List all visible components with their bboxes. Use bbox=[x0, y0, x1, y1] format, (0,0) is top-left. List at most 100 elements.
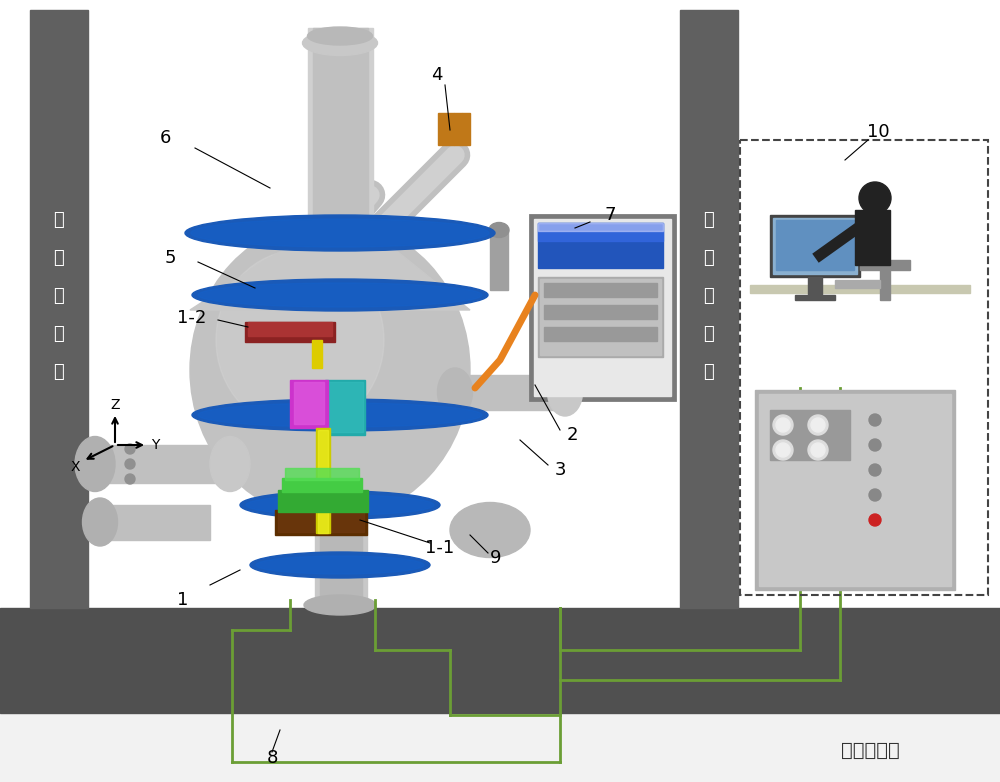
Bar bbox=[318, 430, 328, 533]
Bar bbox=[855, 210, 890, 265]
Text: Z: Z bbox=[110, 398, 120, 412]
Bar bbox=[534, 219, 671, 396]
Ellipse shape bbox=[75, 436, 115, 492]
Ellipse shape bbox=[489, 223, 509, 238]
Bar bbox=[462, 113, 470, 145]
Bar bbox=[315, 490, 367, 610]
Bar bbox=[795, 295, 835, 300]
Bar bbox=[530, 215, 675, 400]
Bar bbox=[275, 510, 367, 535]
Circle shape bbox=[869, 464, 881, 476]
Text: 防: 防 bbox=[54, 287, 64, 305]
Ellipse shape bbox=[302, 30, 378, 56]
Ellipse shape bbox=[250, 552, 430, 578]
Circle shape bbox=[811, 443, 825, 457]
Bar bbox=[308, 28, 373, 240]
Circle shape bbox=[776, 443, 790, 457]
Text: 8: 8 bbox=[266, 749, 278, 767]
Bar bbox=[759, 394, 951, 586]
Bar bbox=[770, 215, 860, 277]
Bar bbox=[30, 10, 88, 608]
Bar bbox=[808, 277, 822, 297]
Bar bbox=[100, 505, 210, 540]
Text: Y: Y bbox=[151, 438, 159, 452]
Bar bbox=[454, 113, 462, 145]
Text: 1: 1 bbox=[177, 591, 189, 609]
Text: 射: 射 bbox=[54, 249, 64, 267]
Bar bbox=[290, 380, 328, 428]
Bar bbox=[455, 375, 565, 410]
Bar bbox=[776, 220, 854, 270]
Circle shape bbox=[773, 415, 793, 435]
Text: 7: 7 bbox=[604, 206, 616, 224]
Text: 1-1: 1-1 bbox=[425, 539, 455, 557]
Ellipse shape bbox=[190, 220, 470, 520]
Bar bbox=[773, 218, 857, 274]
Bar bbox=[538, 223, 663, 268]
Bar bbox=[248, 322, 332, 336]
Ellipse shape bbox=[198, 283, 482, 307]
Text: 护: 护 bbox=[54, 325, 64, 343]
Ellipse shape bbox=[240, 491, 440, 519]
Text: 防: 防 bbox=[704, 287, 714, 305]
Text: 射: 射 bbox=[704, 249, 714, 267]
Ellipse shape bbox=[246, 495, 434, 515]
Bar bbox=[544, 327, 657, 341]
Bar bbox=[755, 390, 955, 590]
Ellipse shape bbox=[191, 219, 489, 247]
Circle shape bbox=[859, 182, 891, 214]
Text: 9: 9 bbox=[490, 549, 502, 567]
Bar bbox=[95, 445, 230, 483]
Bar bbox=[312, 340, 322, 368]
Bar bbox=[278, 512, 364, 532]
Circle shape bbox=[869, 514, 881, 526]
Circle shape bbox=[869, 414, 881, 426]
Text: 3: 3 bbox=[554, 461, 566, 479]
Ellipse shape bbox=[308, 27, 372, 45]
Text: 地下架空层: 地下架空层 bbox=[841, 741, 899, 759]
Bar bbox=[750, 285, 970, 293]
Text: X: X bbox=[70, 460, 80, 474]
Bar bbox=[327, 382, 363, 432]
Bar bbox=[880, 270, 890, 300]
Bar bbox=[320, 490, 362, 610]
Text: 1-2: 1-2 bbox=[177, 309, 207, 327]
Bar bbox=[544, 305, 657, 319]
Bar bbox=[313, 28, 368, 240]
Ellipse shape bbox=[450, 503, 530, 558]
Ellipse shape bbox=[192, 399, 488, 431]
Circle shape bbox=[125, 459, 135, 469]
Text: 墙: 墙 bbox=[54, 363, 64, 381]
Ellipse shape bbox=[438, 368, 473, 416]
Ellipse shape bbox=[185, 215, 495, 251]
Bar bbox=[438, 113, 446, 145]
Bar bbox=[278, 490, 368, 512]
Ellipse shape bbox=[216, 250, 384, 430]
Ellipse shape bbox=[192, 279, 488, 311]
Text: 护: 护 bbox=[704, 325, 714, 343]
Bar bbox=[446, 113, 454, 145]
Ellipse shape bbox=[304, 595, 376, 615]
Bar bbox=[490, 230, 508, 290]
Text: 墙: 墙 bbox=[704, 363, 714, 381]
Bar bbox=[680, 10, 738, 608]
Bar bbox=[540, 279, 661, 355]
Bar bbox=[285, 468, 359, 480]
Circle shape bbox=[869, 439, 881, 451]
Bar bbox=[538, 223, 663, 231]
Ellipse shape bbox=[256, 556, 424, 574]
Bar bbox=[0, 608, 1000, 713]
Bar bbox=[860, 260, 910, 270]
Ellipse shape bbox=[82, 498, 118, 546]
Circle shape bbox=[808, 415, 828, 435]
Circle shape bbox=[811, 418, 825, 432]
Circle shape bbox=[125, 444, 135, 454]
Bar bbox=[770, 410, 850, 460]
Text: 6: 6 bbox=[159, 129, 171, 147]
Ellipse shape bbox=[198, 403, 482, 427]
Text: 5: 5 bbox=[164, 249, 176, 267]
Text: 辐: 辐 bbox=[704, 211, 714, 229]
Text: 辐: 辐 bbox=[54, 211, 64, 229]
Bar bbox=[294, 382, 324, 424]
Circle shape bbox=[125, 474, 135, 484]
